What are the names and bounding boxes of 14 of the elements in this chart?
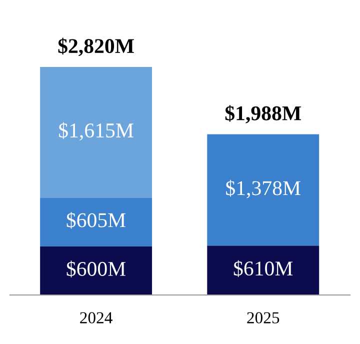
x-tick-label: 2024 xyxy=(80,312,112,324)
bar xyxy=(207,134,320,246)
bar xyxy=(207,246,320,295)
total-label: $1,988M xyxy=(225,105,301,124)
data-label: $610M xyxy=(234,260,293,277)
data-label: $600M xyxy=(66,260,126,278)
data-label: $1,615M xyxy=(59,122,134,141)
data-label: $605M xyxy=(66,212,126,229)
data-label: $1,378M xyxy=(226,180,300,198)
bar xyxy=(40,246,152,295)
bar xyxy=(40,67,152,198)
total-label: $2,820M xyxy=(58,38,134,56)
bar xyxy=(40,198,152,246)
x-tick-label: 2025 xyxy=(247,312,280,324)
